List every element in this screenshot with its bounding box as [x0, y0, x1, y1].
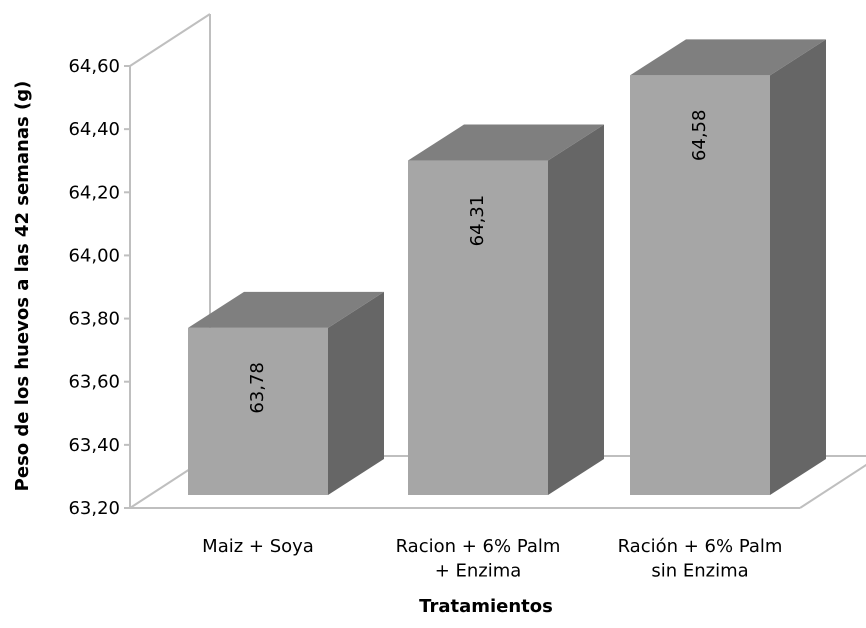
x-axis-labels: Maiz + Soya Racion + 6% Palm + Enzima Ració…: [202, 536, 782, 581]
bar-side: [770, 39, 826, 496]
y-axis-ticks: 63,20 63,40 63,60 63,80 64,00 64,20 64,40 64,60: [68, 56, 130, 519]
bar-front: [188, 327, 328, 495]
bar-top: [188, 291, 384, 328]
bar: 63,78: [188, 291, 384, 495]
y-tick-label: 63,20: [68, 498, 120, 519]
x-category-label-line: Maiz + Soya: [202, 536, 314, 557]
y-tick-label: 63,80: [68, 309, 120, 330]
x-category-label: Ración + 6% Palm sin Enzima: [618, 536, 783, 581]
bar-top: [630, 39, 826, 76]
y-tick-label: 64,60: [68, 56, 120, 77]
bar-value-label: 64,58: [689, 110, 710, 162]
y-tick-label: 63,40: [68, 435, 120, 456]
y-tick-label: 64,00: [68, 245, 120, 266]
x-category-label: Maiz + Soya: [202, 536, 314, 557]
bar-front: [630, 75, 770, 496]
x-category-label-line: Ración + 6% Palm: [618, 536, 783, 557]
bar-front: [408, 160, 548, 496]
bar-side: [328, 291, 384, 495]
x-category-label-line: sin Enzima: [651, 560, 748, 581]
bar-value-label: 64,31: [467, 195, 488, 247]
bar: 64,58: [630, 39, 826, 496]
x-category-label-line: + Enzima: [435, 560, 522, 581]
x-category-label-line: Racion + 6% Palm: [396, 536, 561, 557]
y-tick-label: 63,60: [68, 372, 120, 393]
x-category-label: Racion + 6% Palm + Enzima: [396, 536, 561, 581]
bar-top: [408, 124, 604, 161]
left-wall-top-edge: [129, 13, 211, 67]
bars-group: 63,78 64,31 64,58: [188, 39, 826, 496]
y-axis-title: Peso de los huevos a las 42 semanas (g): [12, 81, 33, 492]
x-axis-title: Tratamientos: [419, 596, 553, 617]
floor-right-edge: [799, 463, 866, 509]
y-tick-label: 64,20: [68, 182, 120, 203]
bar: 64,31: [408, 124, 604, 496]
bar-side: [548, 124, 604, 496]
bar-value-label: 63,78: [247, 362, 268, 414]
y-tick-label: 64,40: [68, 119, 120, 140]
